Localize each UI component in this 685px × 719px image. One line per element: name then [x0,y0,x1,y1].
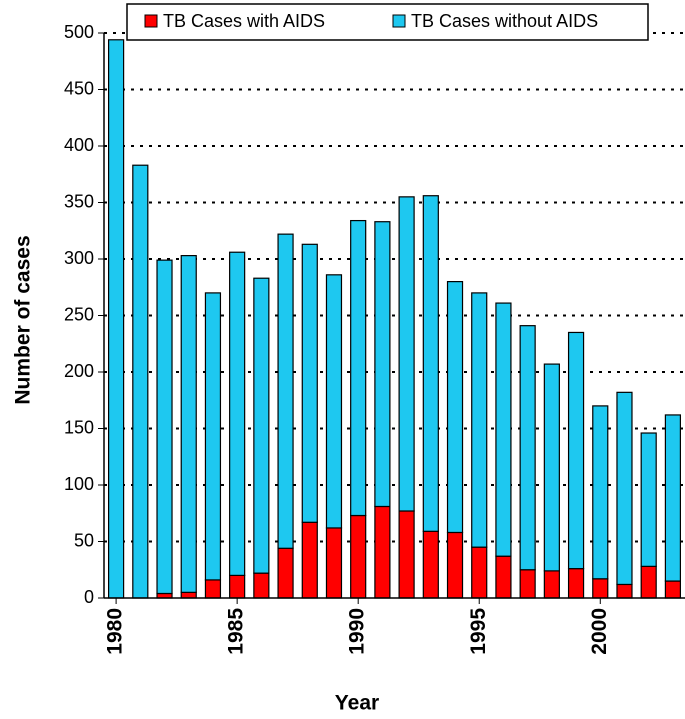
bar-segment [398,510,415,599]
bar-segment [543,570,560,599]
y-tick-label: 350 [64,191,94,211]
y-tick-label: 400 [64,135,94,155]
x-tick-label: 1995 [467,608,490,655]
bar-segment [519,325,536,571]
bar-segment [640,565,657,599]
x-axis-label: Year [335,692,379,715]
bar-segment [374,221,391,508]
bar-segment [180,591,197,599]
bar-segment [374,505,391,599]
legend-label: TB Cases without AIDS [411,11,598,31]
y-tick-label: 50 [74,530,94,550]
bar-segment [422,530,439,599]
legend-swatch [144,14,158,28]
bar-segment [107,39,125,599]
bar-segment [301,521,318,599]
x-tick-label: 2000 [588,608,611,655]
bar-segment [301,243,318,523]
bar-segment [253,277,270,574]
y-tick-label: 250 [64,304,94,324]
y-axis-label: Number of cases [12,235,35,404]
legend-label: TB Cases with AIDS [163,11,325,31]
bar-segment [471,292,488,548]
bar-segment [277,233,294,549]
bar-segment [640,432,657,567]
bar-segment [422,195,439,532]
bar-segment [567,331,585,570]
bar-segment [350,514,367,599]
bar-segment [398,196,415,512]
bar-segment [543,363,560,572]
bar-segment [277,547,294,599]
x-tick-label: 1985 [225,608,248,655]
legend-box [126,3,649,41]
bar-segment [204,579,222,599]
y-tick-label: 150 [64,417,94,437]
bar-segment [446,281,464,534]
bar-segment [664,580,682,599]
bar-segment [325,527,343,599]
bar-segment [446,531,464,599]
bar-segment [325,274,343,529]
y-tick-label: 300 [64,248,94,268]
bar-segment [495,302,512,557]
x-tick-label: 1990 [346,608,369,655]
bar-segment [204,292,222,581]
bar-segment [229,574,246,599]
bar-segment [132,164,149,599]
y-tick-label: 450 [64,78,94,98]
bar-segment [350,219,367,517]
bar-segment [229,251,246,576]
bar-segment [180,255,197,593]
bar-segment [592,405,609,580]
bar-segment [616,391,633,586]
bar-segment [567,568,585,599]
bar-segment [495,555,512,599]
bar-segment [253,572,270,599]
bar-segment [471,546,488,599]
y-tick-label: 100 [64,474,94,494]
bar-segment [592,578,609,599]
bar-segment [664,414,682,582]
bar-segment [616,583,633,599]
y-tick-label: 0 [84,587,94,607]
legend-swatch [392,14,406,28]
y-tick-label: 200 [64,361,94,381]
bar-segment [519,569,536,599]
bar-segment [156,259,173,595]
y-tick-label: 500 [64,22,94,42]
x-tick-label: 1980 [104,608,127,655]
